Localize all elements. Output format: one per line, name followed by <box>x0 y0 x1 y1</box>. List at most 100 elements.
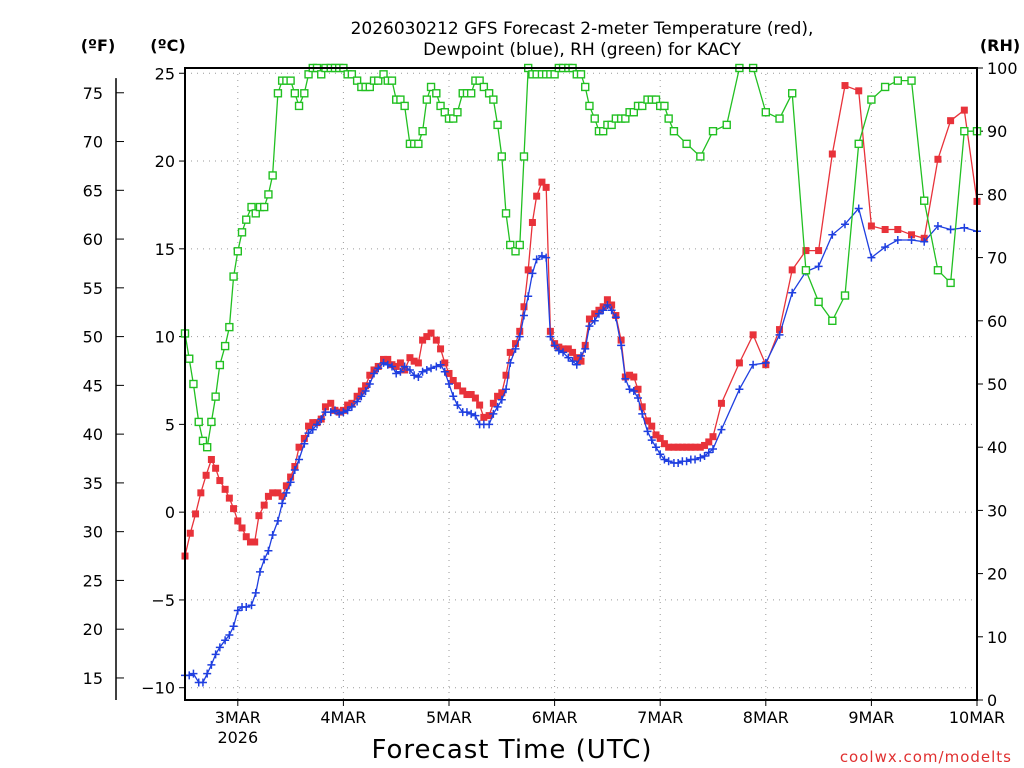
temperature-point <box>264 492 272 500</box>
temperature-point <box>207 455 215 463</box>
dewpoint-point <box>215 643 224 652</box>
temperature-point <box>287 473 295 481</box>
dewpoint-point <box>304 429 313 438</box>
dewpoint-point <box>308 425 317 434</box>
rh-point <box>775 114 784 123</box>
dewpoint-point <box>933 222 942 230</box>
temperature-point <box>242 533 250 541</box>
rh-tick-label: 90 <box>987 122 1007 141</box>
rh-point <box>352 76 362 85</box>
dewpoint-point <box>559 348 568 357</box>
dewpoint-point <box>709 444 717 453</box>
time-tick-label: 5MAR <box>426 708 472 727</box>
dewpoint-point <box>400 362 409 371</box>
temperature-point <box>476 401 484 409</box>
rh-point <box>814 297 823 307</box>
rh-point <box>286 76 295 85</box>
temperature-point <box>867 222 875 230</box>
dewpoint-point <box>542 253 551 262</box>
temperature-point <box>577 357 585 365</box>
rh-point <box>660 101 669 111</box>
celsius-tick-label: 15 <box>155 240 175 259</box>
dewpoint-point <box>788 288 797 297</box>
rh-point <box>418 126 427 136</box>
temperature-point <box>591 310 599 318</box>
rh-point <box>251 209 260 218</box>
temperature-point <box>480 413 488 421</box>
dewpoint-point <box>603 301 612 309</box>
temperature-point <box>776 326 784 334</box>
rh-point <box>550 70 559 79</box>
temperature-point <box>788 266 796 274</box>
credit-text: coolwx.com/modelts <box>840 748 1012 766</box>
temperature-point <box>192 510 200 518</box>
temperature-point <box>617 336 625 344</box>
fahrenheit-tick-label: 25 <box>83 571 103 590</box>
temperature-point <box>687 443 695 451</box>
dewpoint-point <box>374 364 383 373</box>
celsius-tick-label: 10 <box>155 328 175 347</box>
temperature-point <box>419 336 427 344</box>
temperature-point <box>709 433 717 441</box>
dewpoint-point <box>621 374 630 383</box>
dewpoint-point <box>387 362 396 371</box>
fahrenheit-axis: 15 20 25 30 35 40 45 50 55 60 65 70 75 <box>83 78 124 700</box>
dewpoint-point <box>471 411 480 420</box>
rh-point <box>440 108 449 117</box>
rh-tick-label: 0 <box>987 691 997 710</box>
temperature-point <box>305 422 313 430</box>
fahrenheit-tick-label: 65 <box>83 181 103 200</box>
dewpoint-point <box>647 436 656 445</box>
dewpoint-point <box>572 360 581 369</box>
rh-point <box>365 82 374 92</box>
dewpoint-point <box>634 394 643 403</box>
temperature-point <box>234 517 242 525</box>
temperature-point <box>423 333 431 341</box>
dewpoint-point <box>607 306 616 315</box>
dewpoint-point <box>893 236 902 245</box>
dewpoint-point <box>247 601 256 610</box>
dewpoint-point <box>775 330 784 339</box>
dewpoint-point <box>339 408 348 417</box>
dewpoint-point <box>554 346 563 355</box>
temperature-point <box>327 399 335 407</box>
temperature-point <box>749 331 757 339</box>
rh-tick-label: 100 <box>987 59 1018 78</box>
rh-point <box>828 316 837 325</box>
rh-point <box>479 82 489 92</box>
temperature-point <box>802 247 810 255</box>
rh-point <box>189 379 198 389</box>
dewpoint-point <box>365 380 374 388</box>
rh-point <box>202 443 212 452</box>
rh-point <box>515 240 524 250</box>
temperature-point <box>512 340 520 348</box>
dewpoint-point <box>519 311 528 320</box>
temperature-point <box>366 371 374 379</box>
rh-point <box>422 95 432 104</box>
rh-point <box>696 152 705 161</box>
temperature-point <box>212 464 220 472</box>
rh-point <box>854 139 863 149</box>
temperature-point <box>251 538 259 546</box>
temperature-point <box>815 247 823 255</box>
rh-point <box>598 126 608 136</box>
dewpoint-point <box>207 660 216 669</box>
rh-point <box>198 436 208 446</box>
rh-point <box>669 126 679 136</box>
dewpoint-point <box>282 488 291 497</box>
dewpoint-point <box>233 606 242 615</box>
dewpoint-point <box>617 341 626 350</box>
rh-point <box>621 114 630 123</box>
temperature-point <box>202 471 210 479</box>
temperature-point <box>881 226 889 234</box>
fahrenheit-tick-label: 70 <box>83 133 103 152</box>
dewpoint-point <box>528 269 537 278</box>
chart-title: 2026030212 GFS Forecast 2-meter Temperat… <box>351 19 814 60</box>
time-tick-label: 8MAR <box>743 708 789 727</box>
dewpoint-point <box>546 332 555 341</box>
dewpoint-point <box>392 369 401 378</box>
dewpoint-point <box>515 332 524 341</box>
rh-tick-label: 10 <box>987 628 1007 647</box>
temperature-point <box>216 477 224 485</box>
dewpoint-point <box>405 365 414 374</box>
